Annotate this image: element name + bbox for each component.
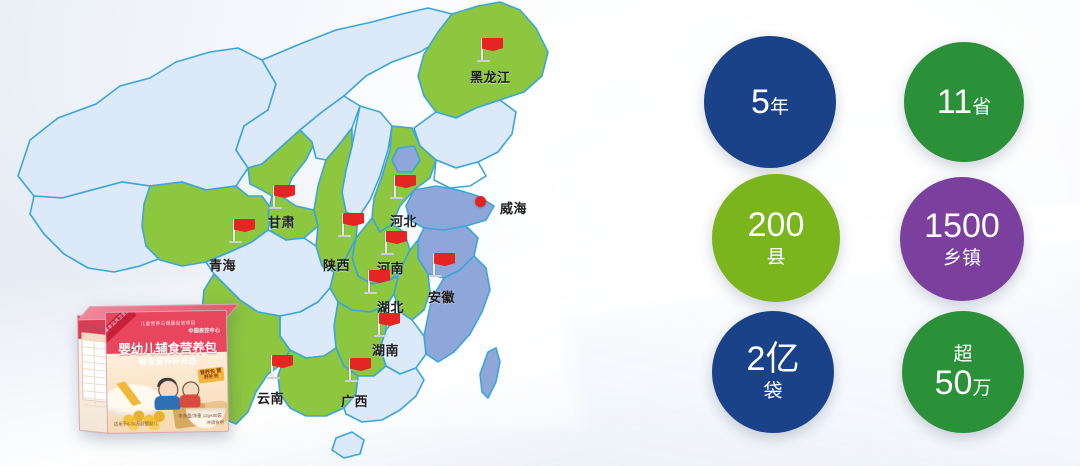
stat-prefix-children: 超: [953, 343, 973, 365]
flag-marker-湖北: [364, 270, 393, 294]
product-footer-right: 冲调食用: [206, 419, 224, 426]
region-shandong: [405, 185, 495, 231]
region-guangdong: [343, 365, 425, 423]
province-label-湖北: 湖北: [377, 300, 405, 315]
region-xinjiang: [17, 47, 277, 199]
stat-number-value-provinces: 11: [936, 83, 973, 121]
flag-marker-河北: [390, 175, 419, 199]
flag-marker-青海: [229, 219, 258, 243]
stat-unit-inline-children: 万: [972, 377, 992, 399]
stat-number-value-bags: 2亿: [746, 339, 800, 378]
stat-number-value-counties: 200: [747, 205, 805, 244]
stat-number-years: 5年: [751, 85, 789, 119]
region-beijing: [391, 145, 421, 173]
stat-number-bags: 2亿: [747, 342, 800, 376]
stat-number-townships: 1500: [924, 209, 1000, 243]
china-map-svg: [17, 1, 549, 459]
province-label-青海: 青海: [209, 258, 237, 273]
statistics-panel: 5年 11省 200 县 1500 乡镇 2亿袋超 50万: [690, 14, 1050, 454]
product-footer-left: 适用于6-36月龄婴幼儿: [113, 421, 158, 427]
product-net-weight: 净含量/净重 12g×30袋: [178, 412, 222, 419]
province-label-云南: 云南: [257, 391, 285, 406]
flag-marker-湖南: [374, 313, 403, 337]
region-hainan: [331, 431, 365, 459]
nutrition-table: [81, 332, 109, 408]
province-label-安徽: 安徽: [428, 290, 456, 305]
flag-marker-甘肃: [269, 185, 298, 209]
stat-circle-provinces[interactable]: 11省: [904, 42, 1024, 162]
product-side-panel: 营养成分表: [76, 314, 110, 434]
stat-unit-below-townships: 乡镇: [942, 247, 981, 269]
product-package: 营养成分表 国家基本公共卫生服务 儿童营养与健康促进项目 中国疾控中心 婴幼儿辅…: [75, 303, 241, 441]
region-inner-mongolia: [235, 7, 453, 169]
product-subtitle: 辅食营养补充品: [138, 356, 197, 367]
region-taiwan: [479, 347, 501, 399]
stat-unit-below-bags: 袋: [763, 380, 783, 402]
province-label-河北: 河北: [390, 214, 418, 229]
province-label-甘肃: 甘肃: [268, 215, 296, 230]
province-label-黑龙江: 黑龙江: [470, 70, 511, 85]
stat-circle-bags[interactable]: 2亿袋: [712, 311, 834, 433]
city-label-威海: 威海: [500, 201, 528, 216]
flag-marker-河南: [381, 231, 410, 255]
stat-unit-inline-provinces: 省: [972, 97, 992, 118]
stat-unit-below-counties: 县: [766, 246, 786, 268]
china-map: 黑龙江 甘肃 青海 陕西 河南 河北 安徽 湖北 湖南 云南 广西 威海: [17, 1, 549, 459]
region-bohai-bay: [433, 159, 487, 189]
flag-marker-黑龙江: [477, 38, 506, 62]
flag-marker-陕西: [338, 213, 367, 237]
stat-circle-townships[interactable]: 1500 乡镇: [900, 177, 1024, 301]
stat-unit-inline-years: 年: [769, 97, 789, 118]
flag-marker-广西: [345, 358, 374, 382]
province-label-湖南: 湖南: [372, 343, 400, 358]
city-dot-威海: [475, 196, 486, 207]
stat-number-counties: 200: [748, 208, 805, 242]
product-front-panel: 国家基本公共卫生服务 儿童营养与健康促进项目 中国疾控中心 婴幼儿辅食营养包 辅…: [104, 309, 230, 434]
flag-marker-安徽: [429, 253, 458, 277]
stat-circle-children[interactable]: 超 50万: [902, 311, 1024, 433]
stat-number-value-townships: 1500: [924, 206, 1000, 245]
stat-number-value-years: 5: [751, 83, 770, 121]
top-clipped-caption: [600, 0, 900, 7]
region-anhui: [393, 239, 431, 321]
stat-number-value-children: 50: [934, 363, 973, 402]
stat-circle-years[interactable]: 5年: [704, 36, 836, 168]
flag-marker-云南: [267, 355, 296, 379]
stat-number-children: 50万: [935, 366, 992, 400]
province-label-广西: 广西: [341, 394, 369, 409]
region-zhejiang-fujian: [423, 255, 491, 363]
product-logo: 中国疾控中心: [188, 327, 221, 335]
stat-number-provinces: 11省: [937, 85, 991, 119]
province-label-陕西: 陕西: [323, 258, 351, 273]
stat-circle-counties[interactable]: 200 县: [712, 174, 840, 302]
